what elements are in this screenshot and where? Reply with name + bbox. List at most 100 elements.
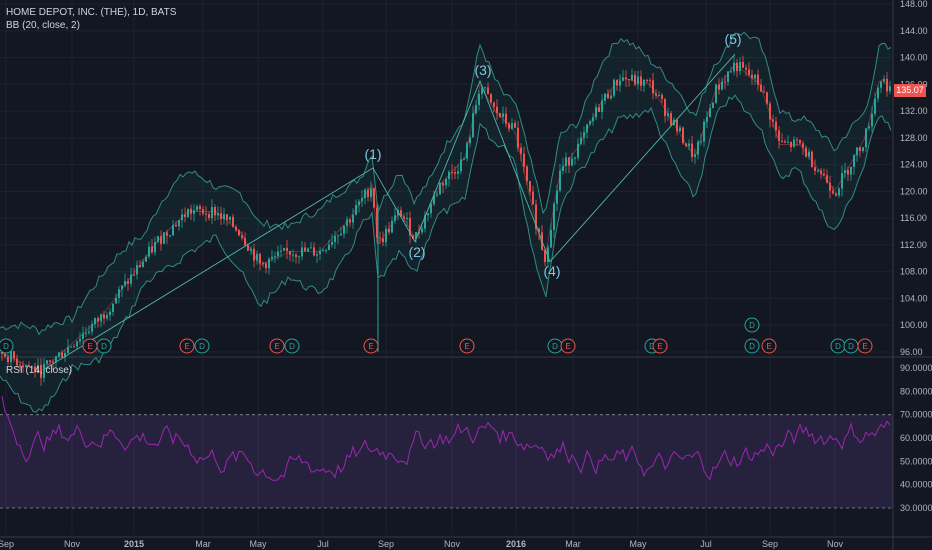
candle-body: [310, 247, 312, 249]
candle-body: [121, 285, 123, 290]
rsi-line: [1, 396, 891, 481]
candle-body: [277, 251, 279, 257]
candle-body: [397, 210, 399, 216]
event-marker-label: E: [368, 342, 373, 351]
candle-body: [664, 99, 666, 116]
candle-body: [37, 364, 39, 373]
candle-body: [742, 61, 744, 68]
event-marker-label: D: [749, 321, 755, 330]
candle-body: [367, 189, 369, 198]
candle-body: [163, 232, 165, 244]
candle-body: [427, 213, 429, 216]
candle-body: [481, 87, 483, 94]
candle-body: [583, 132, 585, 138]
candle-body: [142, 261, 144, 268]
event-marker-label: E: [862, 342, 867, 351]
earnings-marker: [459, 338, 475, 354]
candle-body: [796, 139, 798, 141]
rsi-label: RSI (14, close): [6, 365, 73, 376]
candle-body: [580, 137, 582, 144]
candle-body: [505, 113, 507, 124]
candle-body: [229, 216, 231, 220]
candle-body: [808, 151, 810, 157]
candle-body: [511, 123, 513, 129]
candle-body: [181, 214, 183, 221]
candle-body: [265, 263, 267, 269]
candle-body: [460, 159, 462, 172]
time-axis-label: Nov: [64, 539, 81, 549]
candle-body: [889, 86, 891, 92]
candle-body: [709, 108, 711, 117]
candle-body: [94, 318, 96, 325]
candle-body: [787, 141, 789, 143]
event-marker-label: D: [199, 342, 205, 351]
candle-body: [160, 236, 162, 244]
candle-body: [241, 235, 243, 238]
candle-body: [565, 157, 567, 167]
candle-body: [253, 248, 255, 261]
candle-body: [694, 154, 696, 158]
candle-body: [658, 94, 660, 96]
time-axis-label: Mar: [565, 539, 581, 549]
candle-body: [550, 229, 552, 248]
candle-body: [466, 143, 468, 159]
candle-body: [745, 67, 747, 70]
candle-body: [502, 113, 504, 118]
candle-body: [55, 356, 57, 363]
time-axis-label: 2016: [506, 539, 526, 549]
candle-body: [403, 216, 405, 219]
candle-body: [331, 241, 333, 245]
candle-body: [706, 116, 708, 122]
candle-body: [115, 297, 117, 304]
candle-body: [592, 117, 594, 122]
candle-body: [430, 204, 432, 214]
candle-body: [712, 102, 714, 109]
candle-body: [724, 81, 726, 83]
candle-body: [613, 79, 615, 96]
candle-body: [16, 358, 18, 366]
candle-body: [676, 119, 678, 132]
candle-body: [286, 247, 288, 252]
candle-body: [235, 226, 237, 231]
candle-body: [721, 81, 723, 90]
rsi-band: [0, 414, 893, 508]
candle-body: [691, 143, 693, 158]
candle-body: [823, 173, 825, 176]
event-marker-label: D: [289, 342, 295, 351]
candle-body: [205, 213, 207, 215]
time-axis-label: Mar: [195, 539, 211, 549]
candle-body: [811, 151, 813, 168]
candle-body: [850, 166, 852, 175]
candle-body: [262, 263, 264, 265]
candle-body: [406, 218, 408, 220]
candle-body: [373, 188, 375, 208]
candle-body: [865, 128, 867, 148]
candle-body: [394, 215, 396, 221]
candle-body: [622, 77, 624, 81]
event-marker-label: D: [749, 342, 755, 351]
candle-body: [487, 87, 489, 95]
candle-body: [478, 93, 480, 106]
candle-body: [562, 166, 564, 171]
candle-body: [151, 246, 153, 253]
candle-body: [28, 365, 30, 367]
candle-body: [274, 256, 276, 258]
time-axis-label: May: [629, 539, 647, 549]
time-axis-label: Sep: [762, 539, 778, 549]
price-axis-label: 108.00: [900, 267, 928, 277]
price-axis-label: 112.00: [900, 240, 927, 250]
candle-body: [859, 147, 861, 152]
candle-body: [7, 356, 9, 363]
candle-body: [355, 205, 357, 215]
candle-body: [79, 338, 81, 342]
candle-body: [340, 233, 342, 236]
candle-body: [781, 140, 783, 142]
event-marker-label: D: [835, 342, 841, 351]
candle-body: [790, 141, 792, 148]
candle-body: [526, 166, 528, 182]
candle-body: [883, 78, 885, 82]
candle-body: [352, 214, 354, 223]
candle-body: [364, 189, 366, 199]
candle-body: [448, 172, 450, 180]
